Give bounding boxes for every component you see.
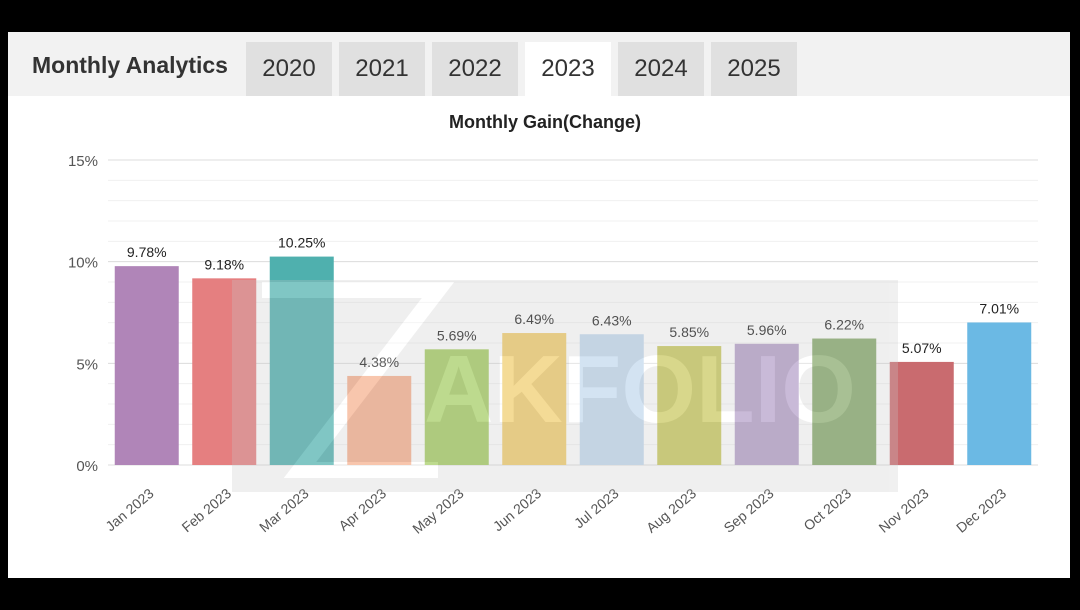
x-tick-label: Jan 2023: [102, 485, 157, 534]
data-label: 10.25%: [278, 235, 325, 251]
bar-dec-2023: [967, 322, 1032, 465]
data-label: 6.22%: [824, 317, 864, 333]
page-title: Monthly Analytics: [32, 52, 228, 78]
data-label: 4.38%: [359, 354, 399, 370]
data-label: 5.07%: [902, 340, 942, 356]
data-label: 6.43%: [592, 312, 632, 328]
y-tick-label: 0%: [76, 458, 98, 475]
bar-jun-2023: [502, 333, 567, 465]
header-bar: Monthly Analytics 2020 2021 2022 2023 2024 20…: [8, 32, 1070, 96]
x-tick-label: Feb 2023: [179, 485, 235, 535]
bar-aug-2023: [657, 346, 722, 465]
tab-2022[interactable]: 2022: [432, 42, 518, 96]
x-tick-label: Aug 2023: [643, 485, 699, 536]
tab-2021[interactable]: 2021: [339, 42, 425, 96]
bar-nov-2023: [889, 361, 954, 465]
bar-sep-2023: [734, 343, 799, 465]
data-label: 7.01%: [979, 300, 1019, 316]
bar-feb-2023: [192, 278, 257, 465]
x-tick-label: Dec 2023: [953, 485, 1009, 536]
tab-2023[interactable]: 2023: [525, 42, 611, 96]
bar-jul-2023: [579, 334, 644, 465]
bar-mar-2023: [269, 256, 334, 465]
y-tick-label: 10%: [68, 255, 98, 272]
bar-oct-2023: [812, 338, 877, 465]
x-tick-label: Mar 2023: [256, 485, 312, 535]
watermark-shape: AKFOLIO: [424, 336, 856, 443]
tab-2020[interactable]: 2020: [246, 42, 332, 96]
data-label: 9.78%: [127, 244, 167, 260]
x-tick-label: May 2023: [409, 485, 467, 537]
y-tick-label: 15%: [68, 153, 98, 170]
data-label: 9.18%: [204, 256, 244, 272]
x-tick-label: Sep 2023: [720, 485, 776, 536]
chart-title: Monthly Gain(Change): [449, 112, 641, 132]
watermark-shape: [232, 280, 898, 492]
data-label: 5.85%: [669, 324, 709, 340]
data-label: 6.49%: [514, 311, 554, 327]
bar-apr-2023: [347, 375, 412, 465]
watermark-shape: [262, 282, 455, 478]
bar-may-2023: [424, 349, 489, 465]
bar-jan-2023: [114, 266, 179, 465]
analytics-panel: Monthly Analytics 2020 2021 2022 2023 2024 20…: [8, 32, 1070, 578]
x-tick-label: Jun 2023: [490, 485, 545, 534]
x-tick-label: Oct 2023: [800, 485, 854, 534]
x-tick-label: Apr 2023: [335, 485, 389, 534]
x-tick-label: Nov 2023: [875, 485, 931, 536]
data-label: 5.69%: [437, 327, 477, 343]
tab-2024[interactable]: 2024: [618, 42, 704, 96]
y-tick-label: 5%: [76, 356, 98, 373]
watermark-logo: AKFOLIO: [232, 280, 898, 492]
tab-2025[interactable]: 2025: [711, 42, 797, 96]
data-label: 5.96%: [747, 322, 787, 338]
